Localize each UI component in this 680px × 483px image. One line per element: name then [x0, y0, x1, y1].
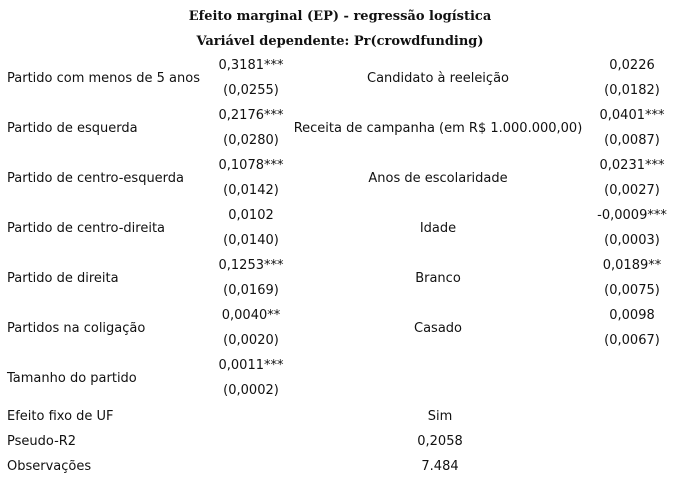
footer-label: Efeito fixo de UF — [7, 409, 114, 424]
coefficient-value: 0,0231*** — [599, 158, 665, 173]
coefficient-value: 0,1078*** — [218, 158, 284, 173]
coefficient-value: 0,0226 — [609, 58, 655, 73]
coefficient-value: 0,0189** — [602, 258, 662, 273]
footer-label: Pseudo-R2 — [7, 434, 77, 449]
variable-label: Partido de direita — [7, 271, 119, 286]
footer-value: 7.484 — [421, 459, 459, 474]
coefficient-value: 0,0011*** — [218, 358, 284, 373]
standard-error-value: (0,0067) — [604, 333, 660, 348]
standard-error-value: (0,0140) — [223, 233, 279, 248]
variable-label: Tamanho do partido — [7, 371, 137, 386]
coefficient-value: -0,0009*** — [597, 208, 667, 223]
standard-error-value: (0,0003) — [604, 233, 660, 248]
variable-label: Partido de esquerda — [7, 121, 138, 136]
standard-error-value: (0,0075) — [604, 283, 660, 298]
variable-label: Candidato à reeleição — [367, 71, 509, 86]
standard-error-value: (0,0002) — [223, 383, 279, 398]
coefficient-value: 0,0102 — [228, 208, 274, 223]
coefficient-value: 0,0040** — [221, 308, 281, 323]
coefficient-value: 0,2176*** — [218, 108, 284, 123]
table-subtitle: Variável dependente: Pr(crowdfunding) — [196, 34, 484, 49]
coefficient-value: 0,0098 — [609, 308, 655, 323]
standard-error-value: (0,0087) — [604, 133, 660, 148]
variable-label: Casado — [414, 321, 462, 336]
standard-error-value: (0,0027) — [604, 183, 660, 198]
standard-error-value: (0,0280) — [223, 133, 279, 148]
coefficient-value: 0,1253*** — [218, 258, 284, 273]
variable-label: Partido de centro-direita — [7, 221, 166, 236]
variable-label: Partidos na coligação — [7, 321, 146, 336]
variable-label: Partido de centro-esquerda — [7, 171, 185, 186]
footer-label: Observações — [7, 459, 92, 474]
table-title: Efeito marginal (EP) - regressão logísti… — [188, 9, 492, 24]
coefficient-value: 0,0401*** — [599, 108, 665, 123]
variable-label: Receita de campanha (em R$ 1.000.000,00) — [293, 121, 583, 136]
standard-error-value: (0,0169) — [223, 283, 279, 298]
standard-error-value: (0,0182) — [604, 83, 660, 98]
standard-error-value: (0,0255) — [223, 83, 279, 98]
variable-label: Partido com menos de 5 anos — [7, 71, 200, 86]
coefficient-value: 0,3181*** — [218, 58, 284, 73]
variable-label: Branco — [415, 271, 461, 286]
variable-label: Anos de escolaridade — [368, 171, 508, 186]
footer-value: 0,2058 — [417, 434, 463, 449]
footer-value: Sim — [427, 409, 453, 424]
standard-error-value: (0,0142) — [223, 183, 279, 198]
variable-label: Idade — [419, 221, 457, 236]
standard-error-value: (0,0020) — [223, 333, 279, 348]
